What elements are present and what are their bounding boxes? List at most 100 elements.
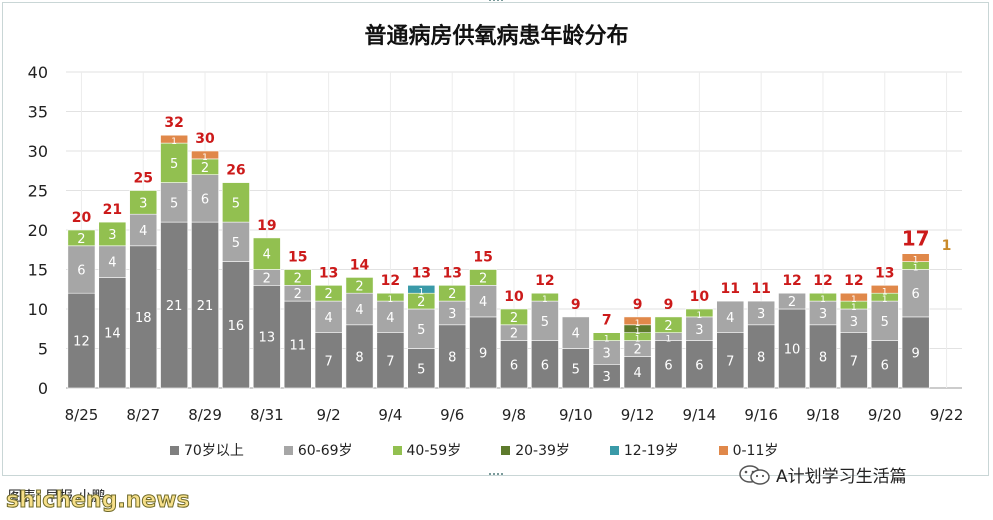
bar-segment (531, 300, 559, 341)
data-label: 3 (448, 307, 456, 322)
data-label: 1 (635, 335, 641, 345)
bar-segment (500, 340, 528, 389)
data-label: 2 (294, 271, 302, 286)
data-label: 1 (697, 311, 703, 321)
total-label: 13 (875, 265, 894, 281)
total-label: 9 (633, 297, 643, 313)
bar-segment (870, 284, 899, 294)
legend-label: 20-39岁 (515, 443, 570, 459)
data-label: 1 (604, 335, 610, 345)
bar-segment (283, 300, 312, 389)
bar-segment (809, 292, 837, 302)
legend-item: 60-69岁 (283, 440, 353, 460)
resize-handle-top[interactable] (489, 0, 503, 5)
total-label: 13 (319, 265, 338, 281)
bar-segment (345, 277, 374, 294)
bar-segment (500, 308, 528, 326)
data-label: 4 (263, 248, 271, 263)
data-label: 4 (324, 311, 332, 326)
data-label: 6 (881, 358, 889, 373)
total-label: 30 (195, 131, 215, 147)
data-label: 9 (479, 346, 487, 361)
resize-handle-bottom[interactable] (489, 473, 503, 479)
bar-segment (98, 221, 127, 247)
data-label: 1 (635, 319, 641, 329)
data-label: 1 (882, 295, 888, 305)
bar-segment (469, 284, 497, 318)
data-label: 8 (448, 350, 456, 365)
data-label: 21 (166, 299, 183, 314)
legend-label: 70岁以上 (184, 443, 244, 459)
data-label: 5 (541, 315, 549, 330)
bar-segment (839, 332, 868, 389)
data-label: 8 (355, 350, 363, 365)
x-tick-label: 9/12 (621, 406, 655, 424)
data-label: 1 (851, 303, 857, 313)
bar-segment (901, 316, 930, 389)
x-tick-label: 8/27 (126, 406, 160, 424)
bar-segment (592, 332, 621, 341)
data-label: 5 (170, 157, 178, 172)
data-label: 6 (510, 358, 518, 373)
y-tick-label: 10 (28, 300, 48, 319)
bar-segment (67, 245, 96, 294)
data-label: 2 (479, 271, 487, 286)
data-label: 1 (913, 264, 919, 274)
total-label: 7 (602, 313, 612, 329)
data-label: 2 (664, 319, 672, 334)
data-label: 8 (757, 350, 765, 365)
total-label: 13 (442, 265, 461, 281)
data-label: 10 (784, 343, 801, 358)
total-label: 13 (412, 265, 431, 281)
bar-segment (160, 221, 189, 389)
total-label: 32 (164, 115, 183, 131)
legend-swatch (718, 445, 728, 455)
data-label: 1 (635, 327, 641, 337)
data-label: 7 (324, 354, 332, 369)
data-label: 2 (448, 287, 456, 302)
bar-segment (129, 190, 158, 215)
bar-segment (654, 316, 683, 333)
data-label: 6 (664, 358, 672, 373)
legend-label: 0-11岁 (732, 443, 779, 459)
legend-swatch (609, 445, 619, 455)
data-label: 2 (633, 343, 641, 358)
data-label: 6 (912, 287, 920, 302)
bar-segment (160, 182, 189, 223)
data-label: 1 (851, 295, 857, 305)
bar-segment (129, 213, 158, 247)
y-tick-label: 40 (28, 63, 48, 82)
data-label: 3 (757, 307, 765, 322)
bar-segment (747, 324, 776, 389)
data-label: 1 (171, 137, 177, 147)
data-label: 21 (197, 299, 214, 314)
total-label: 14 (350, 257, 370, 273)
data-label: 5 (572, 362, 580, 377)
total-label: 12 (813, 273, 832, 289)
data-label: 2 (355, 279, 363, 294)
source-caption: 图表: 早报 小鹏 (8, 489, 106, 505)
data-label: 14 (104, 327, 121, 342)
bar-segment (314, 284, 343, 302)
data-label: 4 (108, 256, 116, 271)
total-label: 9 (664, 297, 674, 313)
bar-segment (191, 150, 219, 160)
bar-segment (438, 284, 467, 302)
y-tick-label: 35 (28, 103, 48, 122)
data-label: 2 (263, 271, 271, 286)
legend-swatch (501, 445, 511, 455)
data-label: 4 (726, 311, 734, 326)
data-label: 7 (386, 354, 394, 369)
data-label: 6 (201, 192, 209, 207)
x-tick-label: 9/22 (930, 406, 964, 424)
legend-item: 12-19岁 (609, 440, 679, 460)
bar-segment (98, 245, 127, 278)
data-label: 3 (850, 315, 858, 330)
bar-segment (901, 253, 930, 262)
x-tick-label: 9/8 (502, 406, 526, 424)
legend-label: 12-19岁 (623, 443, 679, 459)
data-label: 11 (289, 339, 306, 354)
data-label: 2 (788, 295, 796, 310)
bar-segment (809, 324, 837, 389)
total-label: 11 (751, 281, 770, 297)
